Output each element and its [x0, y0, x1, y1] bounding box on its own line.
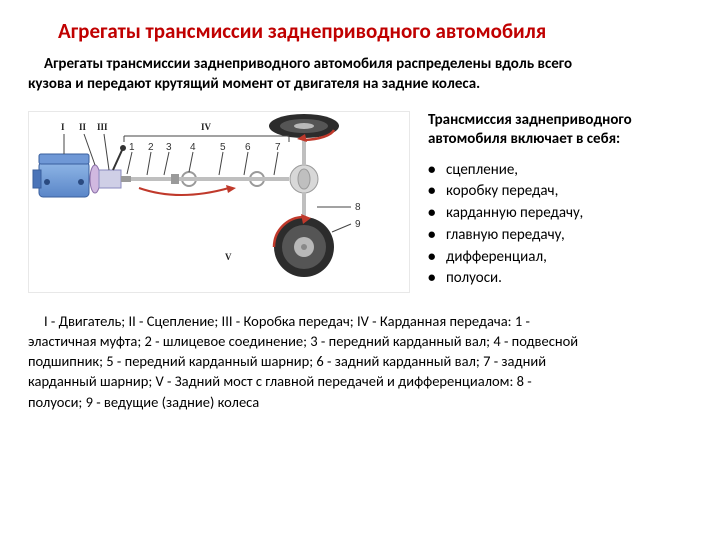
- label-6: 6: [245, 142, 251, 153]
- label-1: 1: [129, 142, 135, 153]
- page-title: Агрегаты трансмиссии заднеприводного авт…: [28, 18, 692, 44]
- label-II: II: [79, 122, 87, 132]
- intro-l1: Агрегаты трансмиссии заднеприводного авт…: [28, 55, 572, 73]
- legend-l1: I - Двигатель; II - Сцепление; III - Кор…: [28, 312, 530, 330]
- label-8: 8: [355, 202, 361, 213]
- label-9: 9: [355, 219, 361, 230]
- intro-text: Агрегаты трансмиссии заднеприводного авт…: [28, 54, 692, 95]
- list-item: главную передачу,: [428, 225, 692, 247]
- intro-l2: кузова и передают крутящий момент от дви…: [28, 75, 480, 93]
- label-5: 5: [220, 142, 226, 153]
- legend-l5: полуоси; 9 - ведущие (задние) колеса: [28, 393, 259, 411]
- list-item: карданную передачу,: [428, 203, 692, 225]
- transmission-diagram: I II III IV V 1 2 3 4 5 6 7 8 9: [28, 111, 410, 293]
- engine-icon: [33, 154, 89, 197]
- list-item: коробку передач,: [428, 181, 692, 203]
- label-4: 4: [190, 142, 196, 153]
- label-2: 2: [148, 142, 154, 153]
- legend-l4: карданный шарнир; V - Задний мост с глав…: [28, 372, 532, 390]
- label-7: 7: [275, 142, 281, 153]
- label-3: 3: [166, 142, 172, 153]
- label-IV: IV: [201, 122, 212, 132]
- components-list: Трансмиссия заднеприводного автомобиля в…: [428, 111, 692, 291]
- list-item: полуоси.: [428, 268, 692, 290]
- legend-l3: подшипник; 5 - передний карданный шарнир…: [28, 352, 546, 370]
- list-lead: Трансмиссия заднеприводного автомобиля в…: [428, 111, 692, 150]
- legend-text: I - Двигатель; II - Сцепление; III - Кор…: [28, 311, 692, 412]
- mid-row: I II III IV V 1 2 3 4 5 6 7 8 9 Трансмис…: [28, 111, 692, 293]
- list-item: дифференциал,: [428, 247, 692, 269]
- label-I: I: [61, 122, 65, 132]
- label-V: V: [225, 252, 232, 262]
- legend-l2: эластичная муфта; 2 - шлицевое соединени…: [28, 332, 578, 350]
- list-item: сцепление,: [428, 160, 692, 182]
- label-III: III: [97, 122, 108, 132]
